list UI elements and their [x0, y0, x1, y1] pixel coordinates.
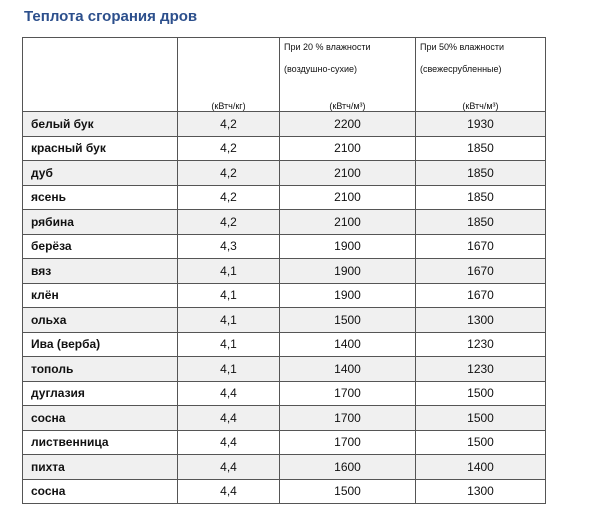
- value-cell: 4,2: [177, 135, 280, 161]
- wood-name: дуб: [22, 160, 178, 186]
- value-cell: 4,2: [177, 160, 280, 186]
- units-cell: (кВтч/кг): [177, 95, 280, 112]
- data-row: тополь 4,1 1400 1230: [22, 356, 546, 382]
- data-row: сосна 4,4 1700 1500: [22, 405, 546, 431]
- header-note: При 20 % влажности: [284, 42, 371, 52]
- value-cell: 4,4: [177, 380, 280, 406]
- wood-name: тополь: [22, 356, 178, 382]
- value-cell: 2100: [279, 160, 416, 186]
- data-row: лиственница 4,4 1700 1500: [22, 429, 546, 455]
- value-cell: 4,1: [177, 307, 280, 333]
- units-row: (кВтч/кг) (кВтч/м³) (кВтч/м³): [22, 95, 546, 112]
- header-note: При 50% влажности: [420, 42, 504, 52]
- value-cell: 4,2: [177, 111, 280, 137]
- value-cell: 1700: [279, 429, 416, 455]
- value-cell: 1670: [415, 258, 546, 284]
- wood-name: вяз: [22, 258, 178, 284]
- header-cell: [22, 37, 178, 95]
- wood-name: сосна: [22, 478, 178, 504]
- wood-name: рябина: [22, 209, 178, 235]
- value-cell: 2100: [279, 184, 416, 210]
- value-cell: 2100: [279, 135, 416, 161]
- value-cell: 1700: [279, 405, 416, 431]
- value-cell: 1400: [415, 454, 546, 480]
- header-cell: [177, 37, 280, 95]
- value-cell: 4,4: [177, 454, 280, 480]
- wood-name: ольха: [22, 307, 178, 333]
- header-note: (свежесрубленные): [420, 64, 502, 74]
- value-cell: 4,3: [177, 233, 280, 259]
- value-cell: 1600: [279, 454, 416, 480]
- header-cell: При 50% влажности (свежесрубленные): [415, 37, 546, 95]
- value-cell: 4,2: [177, 184, 280, 210]
- wood-name: сосна: [22, 405, 178, 431]
- wood-name: лиственница: [22, 429, 178, 455]
- value-cell: 4,4: [177, 478, 280, 504]
- value-cell: 1230: [415, 331, 546, 357]
- value-cell: 4,1: [177, 331, 280, 357]
- wood-name: дуглазия: [22, 380, 178, 406]
- value-cell: 1850: [415, 209, 546, 235]
- data-row: белый бук 4,2 2200 1930: [22, 111, 546, 137]
- value-cell: 4,1: [177, 356, 280, 382]
- value-cell: 1300: [415, 307, 546, 333]
- wood-name: белый бук: [22, 111, 178, 137]
- value-cell: 4,4: [177, 429, 280, 455]
- wood-name: Ива (верба): [22, 331, 178, 357]
- wood-name: клён: [22, 282, 178, 308]
- data-row: пихта 4,4 1600 1400: [22, 454, 546, 480]
- data-row: дуб 4,2 2100 1850: [22, 160, 546, 186]
- wood-name: красный бук: [22, 135, 178, 161]
- value-cell: 1670: [415, 233, 546, 259]
- value-cell: 1500: [415, 429, 546, 455]
- value-cell: 1400: [279, 356, 416, 382]
- data-row: Ива (верба) 4,1 1400 1230: [22, 331, 546, 357]
- units-cell: (кВтч/м³): [279, 95, 416, 112]
- units-cell: (кВтч/м³): [415, 95, 546, 112]
- value-cell: 1900: [279, 233, 416, 259]
- value-cell: 1400: [279, 331, 416, 357]
- value-cell: 4,4: [177, 405, 280, 431]
- value-cell: 1850: [415, 184, 546, 210]
- data-row: берёза 4,3 1900 1670: [22, 233, 546, 259]
- value-cell: 1500: [279, 307, 416, 333]
- wood-name: пихта: [22, 454, 178, 480]
- wood-name: ясень: [22, 184, 178, 210]
- data-row: сосна 4,4 1500 1300: [22, 478, 546, 504]
- value-cell: 1900: [279, 258, 416, 284]
- value-cell: 1930: [415, 111, 546, 137]
- value-cell: 1670: [415, 282, 546, 308]
- data-row: дуглазия 4,4 1700 1500: [22, 380, 546, 406]
- value-cell: 1500: [415, 380, 546, 406]
- value-cell: 1500: [415, 405, 546, 431]
- header-cell: При 20 % влажности (воздушно-сухие): [279, 37, 416, 95]
- data-row: ясень 4,2 2100 1850: [22, 184, 546, 210]
- value-cell: 4,1: [177, 282, 280, 308]
- value-cell: 1300: [415, 478, 546, 504]
- data-row: рябина 4,2 2100 1850: [22, 209, 546, 235]
- value-cell: 4,1: [177, 258, 280, 284]
- value-cell: 4,2: [177, 209, 280, 235]
- wood-name: берёза: [22, 233, 178, 259]
- units-cell: [22, 95, 178, 112]
- data-row: вяз 4,1 1900 1670: [22, 258, 546, 284]
- page-title: Теплота сгорания дров: [24, 8, 198, 25]
- header-note: (воздушно-сухие): [284, 64, 357, 74]
- value-cell: 1900: [279, 282, 416, 308]
- value-cell: 1700: [279, 380, 416, 406]
- data-row: ольха 4,1 1500 1300: [22, 307, 546, 333]
- value-cell: 1850: [415, 160, 546, 186]
- value-cell: 2200: [279, 111, 416, 137]
- heat-table: При 20 % влажности (воздушно-сухие) При 50…: [22, 37, 546, 504]
- header-row: При 20 % влажности (воздушно-сухие) При 50…: [22, 37, 546, 95]
- value-cell: 1500: [279, 478, 416, 504]
- data-row: клён 4,1 1900 1670: [22, 282, 546, 308]
- value-cell: 1850: [415, 135, 546, 161]
- value-cell: 2100: [279, 209, 416, 235]
- value-cell: 1230: [415, 356, 546, 382]
- data-row: красный бук 4,2 2100 1850: [22, 135, 546, 161]
